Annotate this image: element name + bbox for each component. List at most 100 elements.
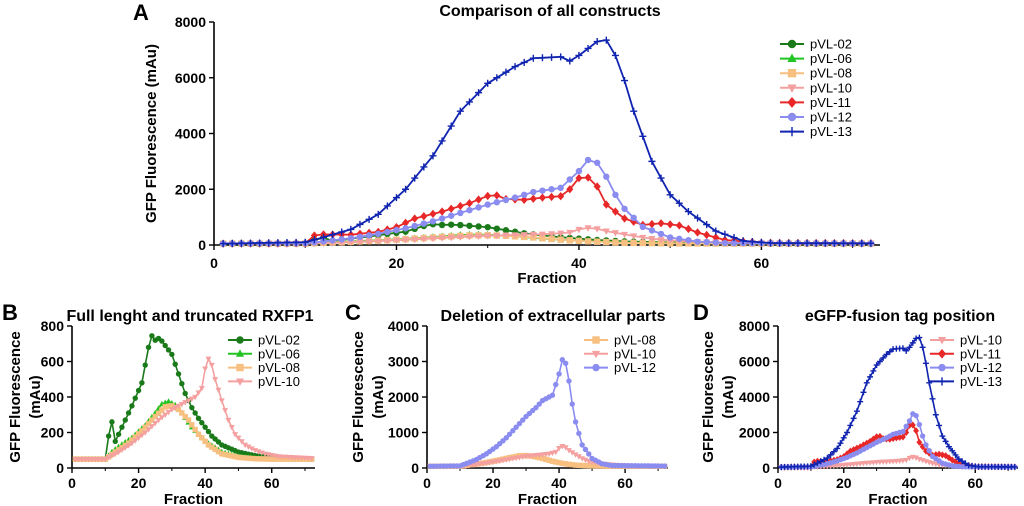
data-point bbox=[830, 448, 837, 455]
data-point bbox=[109, 419, 115, 425]
data-point bbox=[593, 159, 601, 166]
data-point bbox=[135, 431, 142, 437]
y-tick-label: 0 bbox=[411, 460, 419, 476]
data-point bbox=[703, 221, 711, 229]
data-point bbox=[603, 238, 610, 246]
data-point bbox=[579, 462, 585, 469]
legend-marker bbox=[787, 69, 797, 78]
data-point bbox=[182, 400, 189, 406]
data-point bbox=[648, 227, 656, 234]
data-point bbox=[962, 460, 969, 467]
data-point bbox=[115, 447, 122, 453]
data-point bbox=[484, 191, 492, 201]
data-point bbox=[870, 367, 877, 374]
data-point bbox=[566, 237, 574, 244]
legend-marker bbox=[235, 349, 245, 357]
chart-title: Full lenght and truncated RXFP1 bbox=[66, 308, 313, 325]
x-tick-label: 0 bbox=[423, 475, 431, 491]
data-point bbox=[112, 451, 119, 458]
data-point bbox=[860, 441, 867, 449]
data-point bbox=[562, 445, 569, 451]
y-axis-label-line-1: GFP Fluorescence bbox=[350, 331, 367, 462]
x-tick-label: 40 bbox=[551, 475, 567, 491]
panel-letter: A bbox=[133, 0, 149, 25]
data-point bbox=[205, 442, 212, 448]
data-point bbox=[919, 344, 926, 351]
data-point bbox=[579, 456, 586, 462]
data-point bbox=[557, 230, 565, 237]
data-point bbox=[448, 221, 455, 228]
data-point bbox=[202, 438, 208, 445]
data-point bbox=[429, 235, 437, 243]
legend-marker bbox=[591, 350, 601, 359]
data-point bbox=[939, 433, 946, 440]
data-point bbox=[132, 395, 138, 401]
data-point bbox=[565, 448, 572, 454]
data-point bbox=[493, 191, 501, 200]
data-point bbox=[730, 234, 738, 242]
data-point bbox=[592, 463, 599, 469]
data-point bbox=[566, 378, 572, 384]
data-point bbox=[533, 404, 539, 411]
data-point bbox=[232, 453, 238, 460]
data-point bbox=[557, 236, 564, 243]
data-point bbox=[611, 207, 619, 216]
data-point bbox=[543, 456, 549, 463]
data-point bbox=[245, 444, 252, 450]
data-point bbox=[821, 456, 827, 463]
data-point bbox=[853, 408, 860, 415]
data-point bbox=[867, 239, 875, 247]
data-point bbox=[684, 224, 692, 234]
data-point bbox=[657, 219, 665, 228]
legend-item: pVL-06 bbox=[780, 51, 852, 66]
legend-marker bbox=[592, 363, 600, 372]
data-point bbox=[503, 435, 509, 441]
data-point bbox=[375, 230, 382, 238]
data-point bbox=[195, 431, 202, 437]
legend-label: pVL-10 bbox=[960, 333, 1002, 348]
y-tick-label: 600 bbox=[41, 354, 65, 370]
data-point bbox=[712, 239, 719, 246]
data-point bbox=[575, 226, 583, 234]
data-point bbox=[942, 452, 949, 460]
legend-item: pVL-10 bbox=[930, 333, 1002, 348]
data-point bbox=[916, 421, 923, 428]
data-point bbox=[475, 204, 482, 211]
data-point bbox=[212, 446, 218, 453]
data-point bbox=[142, 424, 148, 430]
data-point bbox=[185, 398, 192, 404]
data-point bbox=[132, 434, 138, 440]
data-point bbox=[639, 234, 647, 242]
data-point bbox=[556, 445, 563, 452]
data-point bbox=[844, 429, 851, 436]
data-point bbox=[712, 227, 720, 235]
data-point bbox=[475, 223, 482, 230]
data-point bbox=[188, 396, 195, 403]
data-point bbox=[169, 403, 175, 409]
legend-item: pVL-08 bbox=[584, 333, 656, 348]
y-tick-label: 0 bbox=[56, 460, 64, 476]
data-point bbox=[858, 239, 866, 247]
data-point bbox=[559, 357, 566, 363]
y-tick-label: 3000 bbox=[388, 354, 419, 370]
data-point bbox=[239, 454, 245, 461]
y-tick-label: 8000 bbox=[739, 318, 770, 334]
data-point bbox=[119, 444, 125, 451]
data-point bbox=[229, 453, 235, 459]
data-point bbox=[402, 237, 410, 244]
data-point bbox=[438, 215, 446, 222]
series-line bbox=[223, 159, 871, 245]
legend-label: pVL-08 bbox=[614, 333, 656, 348]
data-point bbox=[245, 455, 252, 461]
data-point bbox=[159, 338, 165, 344]
data-point bbox=[849, 239, 857, 247]
data-point bbox=[392, 194, 400, 202]
data-point bbox=[165, 398, 172, 404]
data-point bbox=[730, 239, 738, 247]
data-point bbox=[356, 220, 364, 228]
data-point bbox=[675, 221, 683, 230]
data-point bbox=[139, 428, 145, 434]
data-point bbox=[630, 107, 638, 115]
data-point bbox=[557, 53, 565, 61]
